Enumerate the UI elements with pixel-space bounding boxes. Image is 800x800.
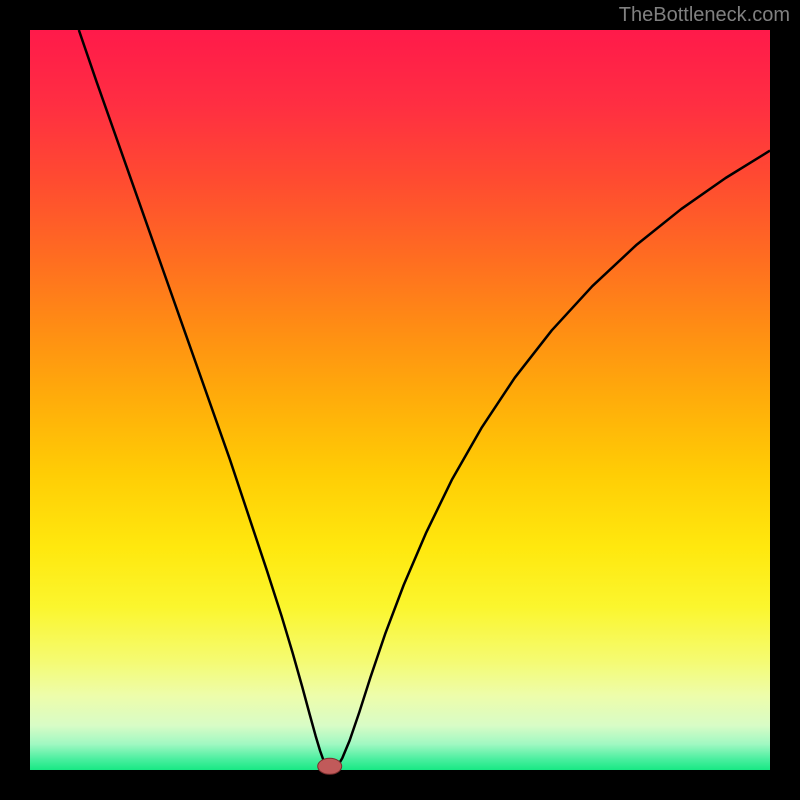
watermark-text: TheBottleneck.com xyxy=(619,4,790,27)
bottleneck-chart xyxy=(0,0,800,800)
chart-container: TheBottleneck.com xyxy=(0,0,800,800)
chart-background xyxy=(30,30,770,770)
optimal-point-marker xyxy=(318,758,342,774)
